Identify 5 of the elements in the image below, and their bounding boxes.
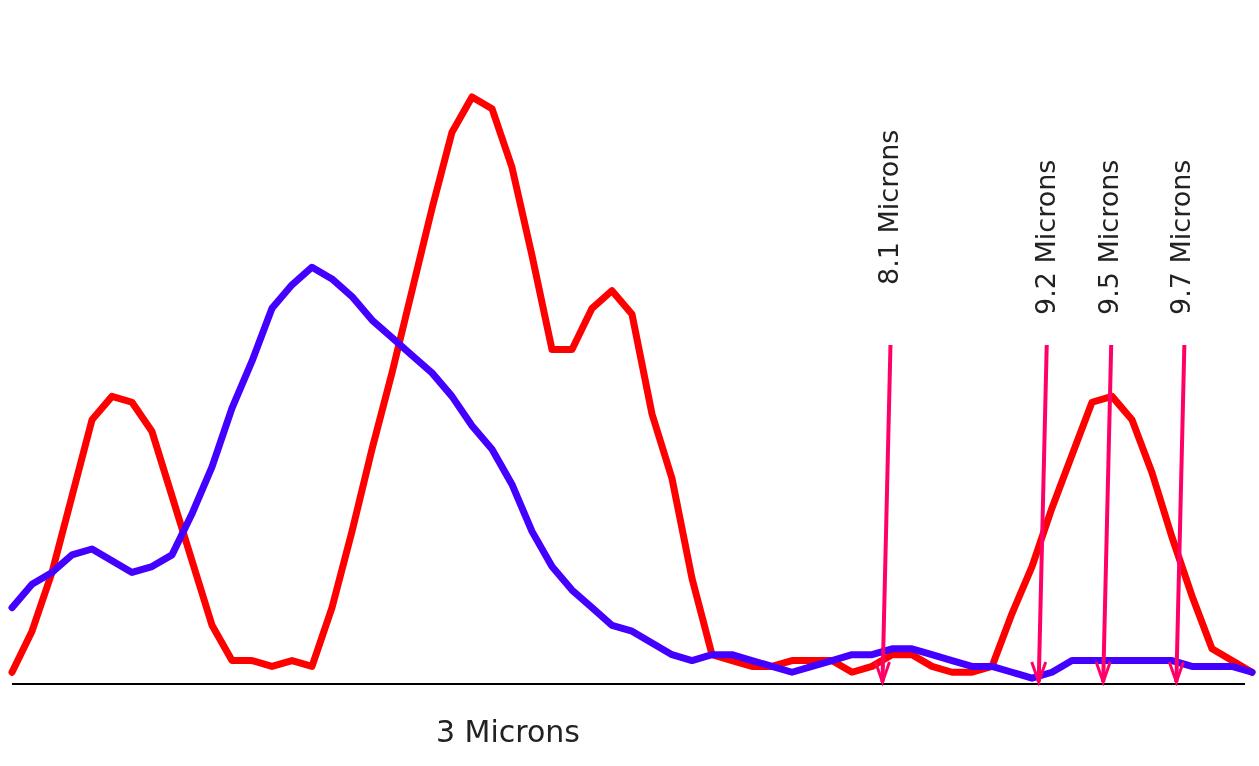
annotation: 9.5 Microns bbox=[1093, 159, 1124, 315]
annotation: 9.2 Microns bbox=[1030, 159, 1061, 315]
annotation: 9.7 Microns bbox=[1165, 159, 1196, 315]
text: 3 Microns bbox=[435, 714, 581, 749]
annotation: 8.1 Microns bbox=[873, 129, 904, 285]
